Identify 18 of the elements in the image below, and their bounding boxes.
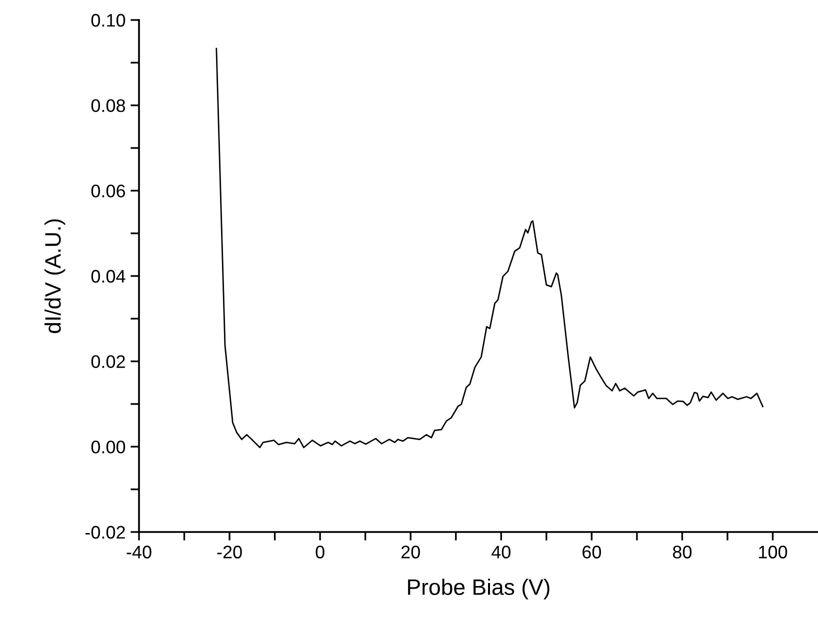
y-tick-label: 0.02 [91,355,125,368]
y-tick-label: 0.08 [91,99,126,112]
x-tick-label: -40 [126,546,152,558]
x-axis-title: Probe Bias (V) [408,578,550,600]
y-tick-label: -0.02 [85,526,125,539]
y-tick-label: 0.06 [91,184,126,198]
x-tick-label: 80 [672,546,692,558]
x-tick-label: 40 [492,546,510,558]
x-tick-label: -20 [217,546,242,558]
y-axis-title: dI/dV (A.U.) [44,219,66,334]
x-tick-label: 0 [316,546,324,558]
x-tick-label: 100 [759,546,788,558]
y-tick-label: 0.00 [91,440,126,454]
line-series [216,48,764,448]
y-tick-label: 0.10 [91,14,126,27]
x-tick-label: 60 [582,546,602,558]
x-tick-label: 20 [401,546,420,558]
y-tick-label: 0.04 [91,270,126,283]
